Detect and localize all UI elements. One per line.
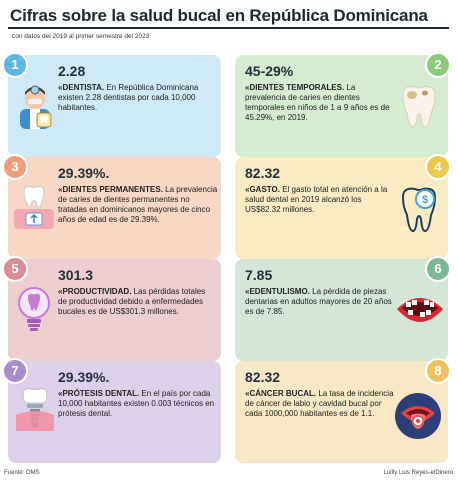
card-heading: DENTISTA. (62, 83, 105, 92)
mouth-missing-teeth-icon (397, 298, 443, 322)
stat-card-protesis-dental: 7 29.39%. «PRÓTESIS DENTAL. En el país p… (2, 358, 221, 463)
card-description: «DENTISTA. En República Dominicana exist… (58, 83, 213, 113)
quote-mark: « (245, 185, 250, 194)
card-number-badge: 2 (425, 52, 451, 78)
card-value: 82.32 (245, 165, 281, 181)
card-value: 301.3 (58, 267, 94, 283)
quote-mark: « (245, 287, 250, 296)
card-value: 82.32 (245, 369, 281, 385)
stat-card-gasto: 4 82.32 «GASTO. El gasto total en atenci… (235, 154, 451, 259)
card-heading: DIENTES PERMANENTES. (62, 185, 163, 194)
quote-mark: « (245, 389, 250, 398)
card-heading: PRÓTESIS DENTAL. (62, 389, 140, 398)
footer-source: Fuente: OMS (4, 470, 40, 476)
quote-mark: « (58, 389, 63, 398)
card-heading: DIENTES TEMPORALES. (249, 83, 345, 92)
dentist-icon (20, 85, 52, 129)
dental-implant-icon (16, 388, 54, 431)
tooth-dollar-icon: $ (401, 187, 437, 233)
quote-mark: « (245, 83, 250, 92)
card-heading: CÁNCER BUCAL. (249, 389, 317, 398)
card-text: Las pérdidas totales de productividad de… (58, 287, 206, 316)
card-number-badge: 5 (2, 256, 28, 282)
page-subtitle: con datos del 2019 al primer semestre de… (12, 33, 150, 40)
tooth-caries-icon (402, 86, 436, 128)
card-heading: PRODUCTIVIDAD. (62, 287, 132, 296)
card-number-badge: 4 (425, 154, 451, 180)
card-number-badge: 7 (2, 358, 28, 384)
card-description: «GASTO. El gasto total en atención a la … (245, 185, 395, 215)
stat-card-dientes-permanentes: 3 29.39%. «DIENTES PERMANENTES. La preva… (2, 154, 221, 259)
card-description: «DIENTES TEMPORALES. La prevalencia de c… (245, 83, 395, 123)
quote-mark: « (58, 287, 63, 296)
quote-mark: « (58, 185, 63, 194)
card-description: «CÁNCER BUCAL. La tasa de incidencia de … (245, 389, 395, 419)
card-text: El gasto total en atención a la salud de… (245, 185, 388, 214)
title-rule (8, 27, 449, 29)
stat-card-productividad: 5 301.3 «PRODUCTIVIDAD. Las pérdidas tot… (2, 256, 221, 361)
card-description: «PRÓTESIS DENTAL. En el país por cada 10… (58, 389, 218, 419)
quote-mark: « (58, 83, 63, 92)
card-number-badge: 6 (425, 256, 451, 282)
page-title: Cifras sobre la salud bucal en República… (10, 6, 428, 25)
card-text: En el país por cada 10,000 habitantes ex… (58, 389, 215, 418)
card-number-badge: 3 (2, 154, 28, 180)
card-text: La tasa de incidencia de cáncer de labio… (245, 389, 394, 418)
card-description: «PRODUCTIVIDAD. Las pérdidas totales de … (58, 287, 216, 317)
card-description: «EDENTULISMO. La pérdida de piezas denta… (245, 287, 395, 317)
card-text: En República Dominicana existen 2.28 den… (58, 83, 199, 112)
card-value: 29.39%. (58, 369, 110, 385)
card-value: 2.28 (58, 63, 86, 79)
card-heading: EDENTULISMO. (249, 287, 310, 296)
mouth-cancer-icon (395, 393, 441, 439)
card-value: 45-29% (245, 63, 294, 79)
tooth-growth-icon (14, 186, 54, 229)
card-value: 29.39%. (58, 165, 110, 181)
card-value: 7.85 (245, 267, 273, 283)
card-text: La prevalencia de caries en dientes temp… (245, 83, 390, 122)
svg-text:$: $ (422, 194, 428, 206)
stat-card-cancer-bucal: 8 82.32 «CÁNCER BUCAL. La tasa de incide… (235, 358, 451, 463)
card-description: «DIENTES PERMANENTES. La prevalencia de … (58, 185, 218, 225)
card-heading: GASTO. (249, 185, 280, 194)
card-text: La prevalencia de caries de dientes perm… (58, 185, 218, 224)
card-number-badge: 8 (425, 358, 451, 384)
stat-card-dientes-temporales: 2 45-29% «DIENTES TEMPORALES. La prevale… (235, 52, 451, 157)
lightbulb-icon (18, 287, 50, 331)
stat-card-dentista: 1 2.28 «DENTISTA. En República Dominican… (2, 52, 221, 157)
stat-card-edentulismo: 6 7.85 «EDENTULISMO. La pérdida de pieza… (235, 256, 451, 361)
card-number-badge: 1 (2, 52, 28, 78)
footer-credit: Luilly Luis Reyes-elDinero (383, 470, 453, 476)
card-text: La pérdida de piezas dentarias en adulto… (245, 287, 392, 316)
